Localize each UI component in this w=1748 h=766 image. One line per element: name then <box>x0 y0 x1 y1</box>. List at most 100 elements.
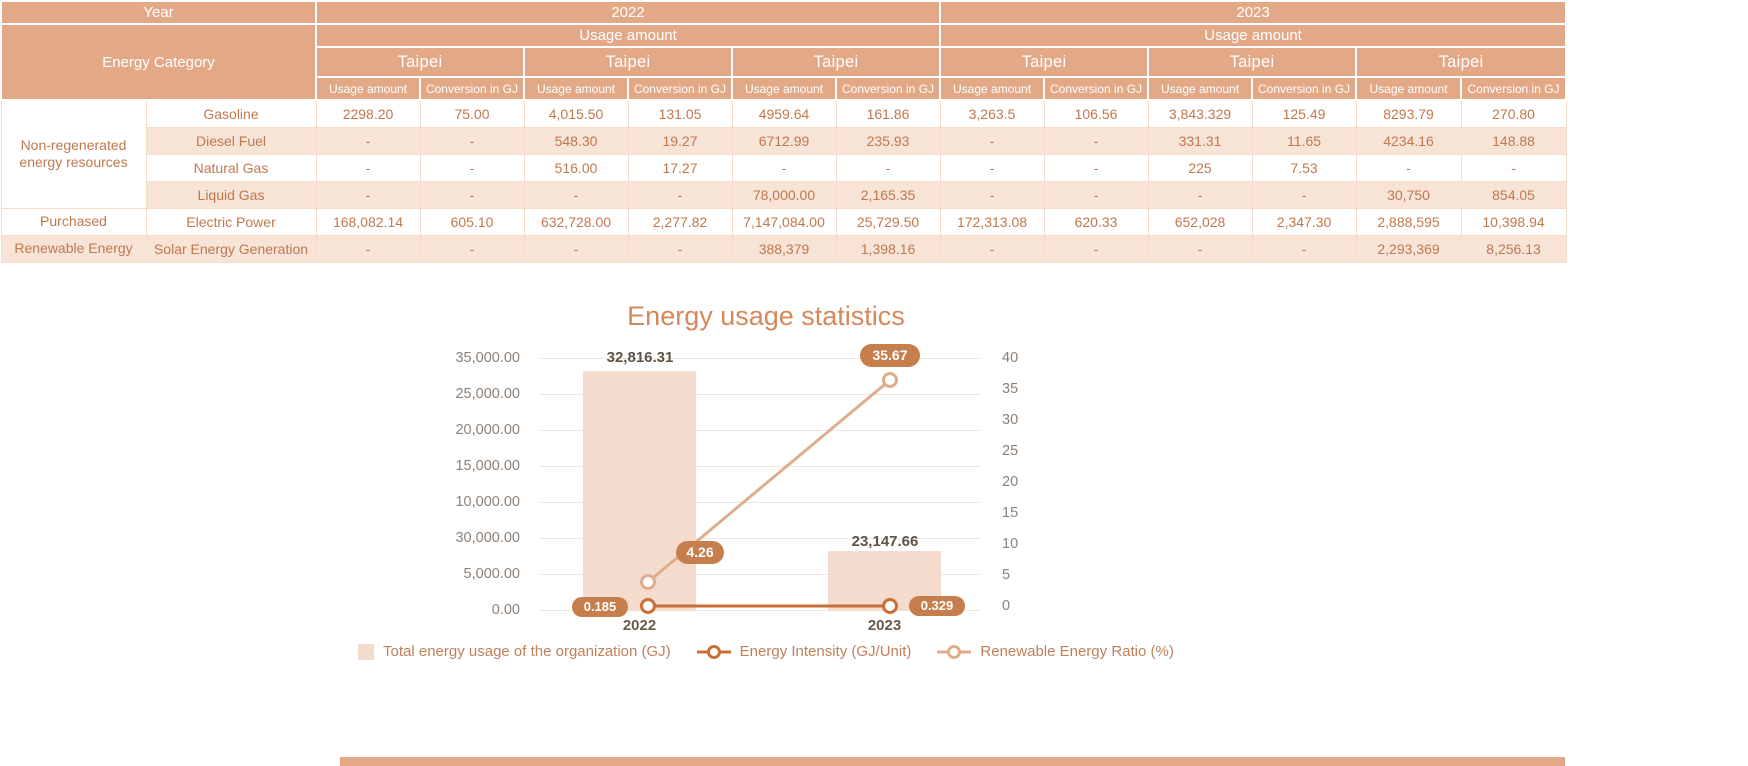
usage-amount-col-header: Usage amount <box>731 76 837 101</box>
bottom-section-strip <box>340 757 1565 766</box>
line-marker-icon <box>937 644 972 659</box>
subcategory-cell: Diesel Fuel <box>145 126 317 155</box>
category-cell: Non-regenerated energy resources <box>0 99 147 209</box>
right-axis-tick: 35 <box>1002 381 1019 397</box>
right-axis-tick: 25 <box>1002 443 1019 459</box>
value-cell: - <box>1147 180 1253 209</box>
usage-amount-col-header: Usage amount <box>1355 76 1463 101</box>
left-axis-tick: 30,000.00 <box>455 530 520 546</box>
usage-amount-col-header: Usage amount <box>1147 76 1254 101</box>
value-cell: - <box>1460 153 1567 182</box>
table-row-electric-power: Purchased Electric Power 168,082.14 605.… <box>0 207 1567 236</box>
value-cell: 19.27 <box>627 126 733 155</box>
region-header: Taipei <box>730 46 942 78</box>
subcategory-cell: Electric Power <box>145 207 317 236</box>
renewable-badge-2023: 35.67 <box>860 344 920 367</box>
renewable-marker-2023 <box>882 372 898 388</box>
value-cell: 172,313.08 <box>939 207 1045 236</box>
value-cell: 4234.16 <box>1355 126 1462 155</box>
legend-item-total-usage: Total energy usage of the organization (… <box>358 643 671 660</box>
category-cell: Purchased <box>0 207 147 236</box>
conversion-col-header: Conversion in GJ <box>834 76 942 101</box>
value-cell: 388,379 <box>731 234 837 263</box>
value-cell: - <box>1251 234 1357 263</box>
value-cell: - <box>1147 234 1253 263</box>
value-cell: - <box>419 234 525 263</box>
left-axis-tick: 20,000.00 <box>455 422 520 438</box>
legend-item-energy-intensity: Energy Intensity (GJ/Unit) <box>696 643 912 660</box>
energy-category-header: Energy Category <box>0 23 317 101</box>
value-cell: 106.56 <box>1043 99 1149 128</box>
region-header: Taipei <box>523 46 733 78</box>
value-cell: 7,147,084.00 <box>731 207 837 236</box>
usage-amount-col-header: Usage amount <box>939 76 1046 101</box>
line-marker-icon <box>696 644 731 659</box>
value-cell: - <box>315 153 421 182</box>
subcategory-cell: Gasoline <box>145 99 317 128</box>
value-cell: 6712.99 <box>731 126 837 155</box>
value-cell: 148.88 <box>1460 126 1567 155</box>
value-cell: 652,028 <box>1147 207 1253 236</box>
value-cell: - <box>1043 234 1149 263</box>
value-cell: 225 <box>1147 153 1253 182</box>
region-header: Taipei <box>315 46 525 78</box>
value-cell: 516.00 <box>523 153 629 182</box>
value-cell: - <box>1043 180 1149 209</box>
gridline <box>540 358 980 359</box>
chart-legend: Total energy usage of the organization (… <box>358 643 1174 660</box>
value-cell: 2,277.82 <box>627 207 733 236</box>
table-row-liquid-gas: Liquid Gas - - - - 78,000.00 2,165.35 - … <box>1 180 1567 209</box>
region-header: Taipei <box>1147 46 1358 78</box>
legend-item-renewable-ratio: Renewable Energy Ratio (%) <box>937 643 1174 660</box>
x-axis-label-2023: 2023 <box>867 617 902 634</box>
right-axis-tick: 10 <box>1002 536 1019 552</box>
value-cell: 605.10 <box>419 207 525 236</box>
value-cell: 3,263.5 <box>939 99 1045 128</box>
left-axis-tick: 0.00 <box>491 602 520 618</box>
value-cell: - <box>1043 126 1149 155</box>
year-2022-header: 2022 <box>314 0 942 25</box>
bar-value-label-2023: 23,147.66 <box>851 533 919 550</box>
gridline <box>540 610 980 611</box>
usage-amount-col-header: Usage amount <box>523 76 629 101</box>
value-cell: 270.80 <box>1460 99 1567 128</box>
bar-swatch-icon <box>358 643 374 660</box>
conversion-col-header: Conversion in GJ <box>1251 76 1358 101</box>
region-header: Taipei <box>1355 46 1568 78</box>
value-cell: - <box>1355 153 1462 182</box>
legend-label: Energy Intensity (GJ/Unit) <box>739 643 912 660</box>
table-row-gasoline: Non-regenerated energy resources Gasolin… <box>0 99 1567 209</box>
value-cell: - <box>315 180 421 209</box>
table-row-solar-energy: Renewable Energy Solar Energy Generation… <box>0 234 1567 263</box>
usage-amount-group-2023: Usage amount <box>939 23 1568 48</box>
value-cell: 854.05 <box>1460 180 1567 209</box>
usage-amount-col-header: Usage amount <box>315 76 421 101</box>
value-cell: 620.33 <box>1043 207 1149 236</box>
year-2023-header: 2023 <box>939 0 1568 25</box>
value-cell: 2,293,369 <box>1355 234 1462 263</box>
energy-usage-chart: Energy usage statistics 35,000.00 25,000… <box>0 291 1565 766</box>
value-cell: - <box>523 180 629 209</box>
conversion-col-header: Conversion in GJ <box>1460 76 1568 101</box>
value-cell: 3,843.329 <box>1147 99 1253 128</box>
left-axis-tick: 15,000.00 <box>455 458 520 474</box>
legend-label: Total energy usage of the organization (… <box>383 643 671 660</box>
value-cell: 4,015.50 <box>523 99 629 128</box>
value-cell: - <box>627 234 733 263</box>
conversion-col-header: Conversion in GJ <box>1043 76 1150 101</box>
value-cell: 2,165.35 <box>835 180 941 209</box>
value-cell: - <box>315 126 421 155</box>
region-header: Taipei <box>939 46 1150 78</box>
value-cell: 1,398.16 <box>835 234 941 263</box>
subcategory-cell: Natural Gas <box>145 153 317 182</box>
chart-title: Energy usage statistics <box>627 301 905 331</box>
subcategory-cell: Liquid Gas <box>145 180 317 209</box>
value-cell: 25,729.50 <box>835 207 941 236</box>
value-cell: - <box>835 153 941 182</box>
value-cell: 2,347.30 <box>1251 207 1357 236</box>
table-row-diesel-fuel: Diesel Fuel - - 548.30 19.27 6712.99 235… <box>1 126 1567 155</box>
left-axis-tick: 25,000.00 <box>455 386 520 402</box>
value-cell: - <box>315 234 421 263</box>
right-axis-tick: 5 <box>1002 567 1011 583</box>
value-cell: 125.49 <box>1251 99 1357 128</box>
